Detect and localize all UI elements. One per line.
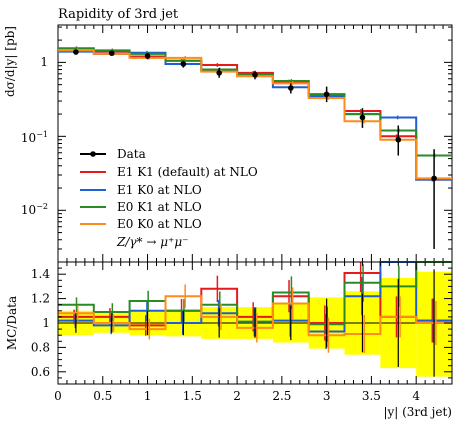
data-point-9	[395, 136, 402, 143]
data-point-0	[73, 49, 79, 55]
legend-label-e0k1: E0 K1 at NLO	[117, 200, 202, 214]
y-tick-label-1: 1	[40, 55, 48, 69]
legend-process-label: Z/γ* → μ⁺μ⁻	[116, 235, 189, 249]
x-axis-label: |y| (3rd jet)	[383, 405, 452, 419]
y-tick-label-0.1: 10−1	[21, 130, 48, 145]
legend-entry-e1k0: E1 K0 at NLO	[80, 183, 202, 197]
data-point-2	[144, 53, 151, 59]
x-tick-label: 2	[233, 389, 241, 403]
y-axis-label: dσ/d|y| [pb]	[3, 26, 17, 97]
x-tick-label: 4	[412, 389, 420, 403]
data-point-4	[216, 70, 222, 76]
data-point-6	[288, 85, 294, 91]
legend: Data E1 K1 (default) at NLO E1 K0 at NLO…	[80, 147, 258, 249]
ratio-y-tick-label: 1.4	[31, 267, 50, 281]
x-tick-label: 1	[144, 389, 152, 403]
ratio-y-tick-label: 0.6	[31, 365, 50, 379]
x-tick-label: 0.5	[93, 389, 112, 403]
legend-label-e0k0: E0 K0 at NLO	[117, 217, 202, 231]
ratio-y-tick-label: 1.2	[31, 292, 50, 306]
data-point-3	[180, 61, 187, 67]
data-point-7	[323, 91, 330, 98]
x-tick-label: 3.5	[362, 389, 381, 403]
x-tick-label: 0	[54, 389, 62, 403]
x-tick-label: 1.5	[183, 389, 202, 403]
legend-entry-e0k0: E0 K0 at NLO	[80, 217, 202, 231]
data-point-10	[431, 175, 437, 182]
legend-label-e1k1: E1 K1 (default) at NLO	[117, 165, 258, 179]
data-point-1	[108, 50, 115, 57]
main-y-tick-labels: 1 10−1 10−2	[21, 55, 48, 217]
ratio-y-tick-label: 1	[42, 316, 50, 330]
legend-entry-e0k1: E0 K1 at NLO	[80, 200, 202, 214]
ratio-y-tick-label: 0.8	[31, 340, 50, 354]
legend-label-e1k0: E1 K0 at NLO	[117, 183, 202, 197]
ratio-y-tick-labels: 0.6 0.8 1 1.2 1.4	[31, 267, 50, 379]
legend-entry-e1k1: E1 K1 (default) at NLO	[80, 165, 258, 179]
chart-title: Rapidity of 3rd jet	[58, 7, 179, 22]
main-panel	[57, 24, 453, 263]
legend-marker-data	[90, 151, 96, 157]
ratio-panel	[57, 261, 453, 385]
legend-label-data: Data	[117, 147, 146, 161]
ratio-y-axis-label: MC/Data	[5, 296, 19, 350]
x-tick-label: 2.5	[272, 389, 291, 403]
x-tick-label: 3	[323, 389, 331, 403]
legend-entry-data: Data	[80, 147, 146, 161]
data-point-5	[252, 71, 258, 78]
series-line-3	[58, 49, 452, 180]
y-tick-label-0.01: 10−2	[21, 202, 48, 217]
x-tick-labels: 0 0.5 1 1.5 2 2.5 3 3.5 4	[54, 389, 420, 403]
data-point-8	[359, 114, 366, 121]
